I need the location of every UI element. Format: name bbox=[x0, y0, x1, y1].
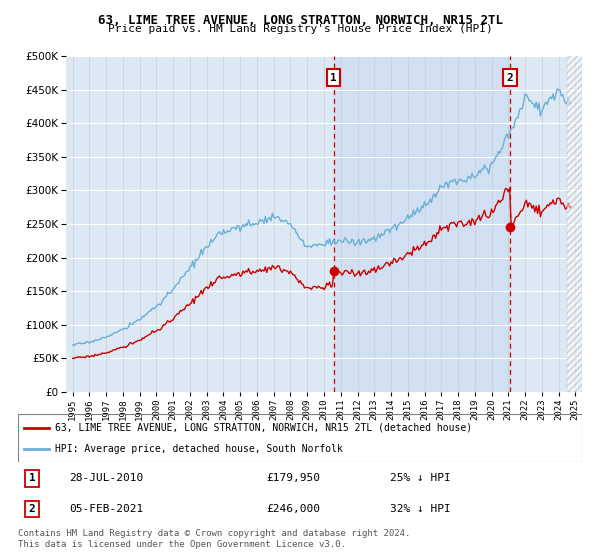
Text: 05-FEB-2021: 05-FEB-2021 bbox=[69, 504, 143, 514]
Bar bbox=[334, 56, 510, 392]
Text: Contains HM Land Registry data © Crown copyright and database right 2024.
This d: Contains HM Land Registry data © Crown c… bbox=[18, 529, 410, 549]
Text: 2: 2 bbox=[506, 72, 513, 82]
Text: 2: 2 bbox=[29, 504, 35, 514]
Text: £246,000: £246,000 bbox=[266, 504, 320, 514]
Text: HPI: Average price, detached house, South Norfolk: HPI: Average price, detached house, Sout… bbox=[55, 444, 343, 454]
Text: Price paid vs. HM Land Registry's House Price Index (HPI): Price paid vs. HM Land Registry's House … bbox=[107, 24, 493, 34]
Text: 28-JUL-2010: 28-JUL-2010 bbox=[69, 473, 143, 483]
Text: 1: 1 bbox=[331, 72, 337, 82]
Text: 1: 1 bbox=[29, 473, 35, 483]
Text: 63, LIME TREE AVENUE, LONG STRATTON, NORWICH, NR15 2TL: 63, LIME TREE AVENUE, LONG STRATTON, NOR… bbox=[97, 14, 503, 27]
Text: 25% ↓ HPI: 25% ↓ HPI bbox=[390, 473, 451, 483]
Text: £179,950: £179,950 bbox=[266, 473, 320, 483]
Text: 63, LIME TREE AVENUE, LONG STRATTON, NORWICH, NR15 2TL (detached house): 63, LIME TREE AVENUE, LONG STRATTON, NOR… bbox=[55, 423, 472, 433]
Text: 32% ↓ HPI: 32% ↓ HPI bbox=[390, 504, 451, 514]
